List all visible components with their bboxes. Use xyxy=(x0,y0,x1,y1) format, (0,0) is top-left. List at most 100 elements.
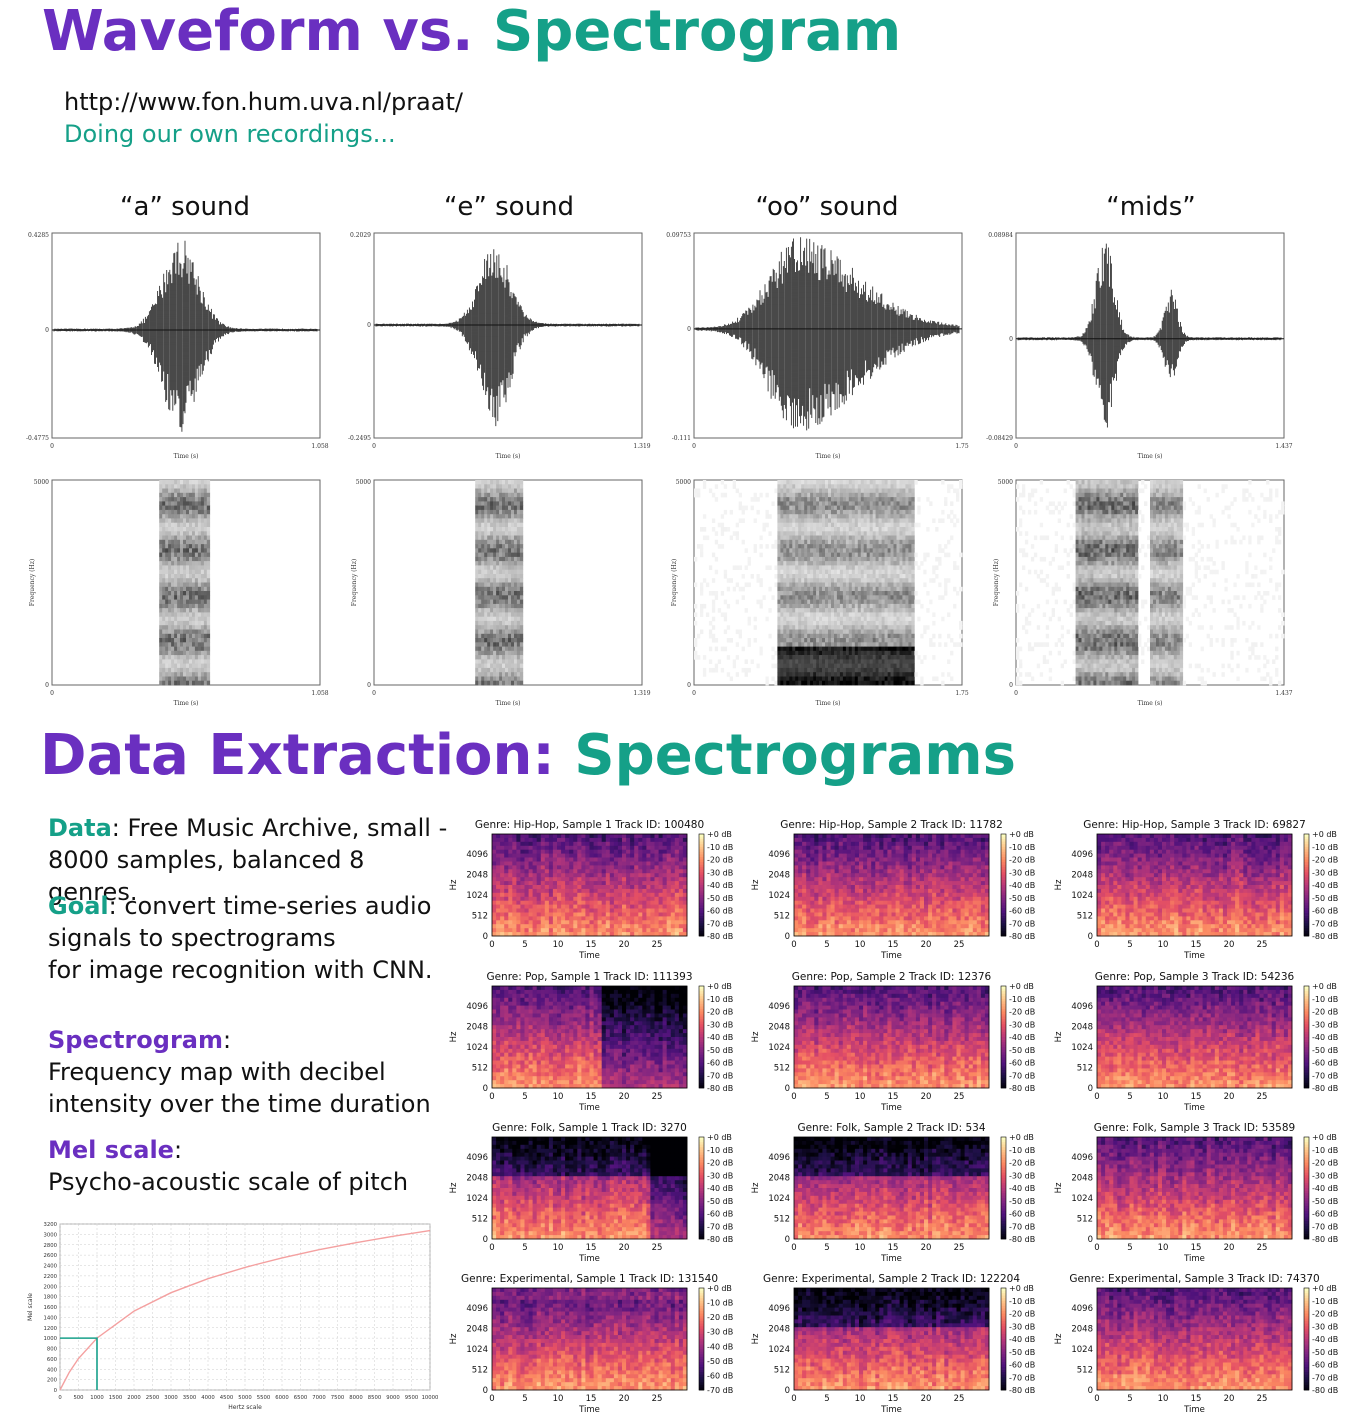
praat-spectrogram-cell xyxy=(756,509,760,515)
praat-spectrogram-cell xyxy=(481,616,485,622)
praat-spectrogram-cell xyxy=(200,569,205,575)
praat-spectrogram-cell xyxy=(851,484,856,489)
praat-spectrogram-cell xyxy=(795,608,799,613)
praat-spectrogram-cell xyxy=(860,544,865,549)
praat-spectrogram-cell xyxy=(777,676,781,682)
praat-spectrogram-cell xyxy=(807,488,811,494)
praat-spectrogram-cell xyxy=(1099,646,1103,652)
praat-spectrogram-cell xyxy=(857,586,862,592)
praat-spectrogram-cell xyxy=(807,591,811,596)
praat-spectrogram-cell xyxy=(702,603,707,609)
praat-spectrogram-cell xyxy=(762,595,766,600)
praat-spectrogram-cell xyxy=(168,599,172,605)
praat-spectrogram-cell xyxy=(177,548,181,553)
praat-spectrogram-cell xyxy=(197,484,202,489)
praat-spectrogram-cell xyxy=(839,591,844,596)
praat-spectrogram-cell xyxy=(1084,561,1088,566)
praat-spectrogram-cell xyxy=(881,616,885,622)
praat-spectrogram-cell xyxy=(899,561,903,566)
praat-spectrogram-cell xyxy=(795,646,799,652)
praat-spectrogram-cell xyxy=(836,599,841,605)
praat-spectrogram-cell xyxy=(180,522,184,528)
praat-spectrogram-cell xyxy=(174,659,178,664)
praat-spectrogram-cell xyxy=(1057,565,1061,570)
praat-spectrogram-cell xyxy=(899,544,903,549)
praat-spectrogram-cell xyxy=(819,497,823,502)
praat-spectrogram-cell xyxy=(1042,659,1047,664)
praat-spectrogram-cell xyxy=(780,535,784,541)
praat-spectrogram-cell xyxy=(505,548,509,553)
praat-spectrogram-cell xyxy=(893,591,897,596)
praat-spectrogram-cell xyxy=(206,539,211,545)
praat-link[interactable]: http://www.fon.hum.uva.nl/praat/ xyxy=(64,88,463,116)
praat-spectrogram-cell xyxy=(836,672,841,677)
praat-spectrogram-cell xyxy=(177,497,181,502)
praat-spectrogram-cell xyxy=(180,591,184,596)
praat-spectrogram-cell xyxy=(851,565,856,570)
praat-spectrogram-cell xyxy=(911,638,915,643)
praat-spectrogram-cell xyxy=(180,582,184,588)
praat-spectrogram-cell xyxy=(1081,509,1085,515)
praat-spectrogram-cell xyxy=(836,574,841,579)
praat-spectrogram-cell xyxy=(875,501,879,506)
praat-spectrogram-cell xyxy=(203,667,208,673)
praat-spectrogram-cell xyxy=(845,595,850,600)
praat-spectrogram-cell xyxy=(831,492,835,498)
praat-spectrogram-cell xyxy=(1078,616,1082,622)
praat-freq-max-label: 5000 xyxy=(676,479,691,486)
praat-spectrogram-cell xyxy=(508,672,512,677)
praat-spectrogram-cell xyxy=(1111,633,1115,639)
praat-spectrogram-cell xyxy=(896,522,900,528)
praat-spectrogram-cell xyxy=(860,625,865,630)
praat-spectrogram-cell xyxy=(896,514,900,519)
praat-spectrogram-cell xyxy=(168,565,172,570)
praat-spectrogram-cell xyxy=(516,509,521,515)
praat-spectrogram-cell xyxy=(197,582,202,588)
praat-spectrogram-cell xyxy=(801,655,805,660)
waveform-ymax-label: 0.2029 xyxy=(350,232,371,239)
praat-spectrogram-cell xyxy=(478,484,482,489)
praat-spectrogram-cell xyxy=(857,578,862,583)
praat-spectrogram-cell xyxy=(902,492,906,498)
praat-spectrogram-cell xyxy=(881,505,885,511)
praat-spectrogram-cell xyxy=(789,586,793,592)
praat-spectrogram-cell xyxy=(839,574,844,579)
praat-spectrogram-cell xyxy=(180,603,184,609)
praat-spectrogram-cell xyxy=(789,672,793,677)
praat-spectrogram-cell xyxy=(887,582,891,588)
praat-spectrogram-cell xyxy=(759,492,763,498)
praat-spectrogram-cell xyxy=(1087,629,1091,635)
praat-spectrogram-cell xyxy=(839,582,844,588)
praat-spectrogram-cell xyxy=(887,625,891,630)
praat-spectrogram-cell xyxy=(896,629,900,635)
praat-spectrogram-cell xyxy=(747,556,751,562)
praat-spectrogram-cell xyxy=(813,659,817,664)
praat-spectrogram-cell xyxy=(792,522,796,528)
praat-spectrogram-cell xyxy=(944,497,948,502)
praat-spectrogram-cell xyxy=(1063,548,1067,553)
praat-spectrogram-cell xyxy=(905,599,909,605)
praat-spectrogram-cell xyxy=(475,548,479,553)
praat-spectrogram-cell xyxy=(953,488,957,494)
praat-spectrogram-cell xyxy=(162,548,166,553)
praat-spectrogram-cell xyxy=(887,569,891,575)
praat-spectrogram-cell xyxy=(1105,569,1109,575)
praat-spectrogram-cell xyxy=(192,612,196,617)
praat-spectrogram-cell xyxy=(825,492,829,498)
praat-spectrogram-cell xyxy=(1090,620,1094,626)
praat-spectrogram-cell xyxy=(863,582,867,588)
praat-spectrogram-cell xyxy=(183,531,187,536)
praat-spectrogram-cell xyxy=(836,663,841,669)
praat-spectrogram-cell xyxy=(878,539,882,545)
praat-spectrogram-cell xyxy=(842,672,847,677)
praat-spectrogram-cell xyxy=(490,497,494,502)
praat-spectrogram-cell xyxy=(478,659,482,664)
praat-spectrogram-cell xyxy=(807,659,811,664)
praat-spectrogram-cell xyxy=(499,574,503,579)
praat-spectrogram-cell xyxy=(487,488,491,494)
praat-spectrogram-cell xyxy=(893,582,897,588)
praat-time-max-label: 1.75 xyxy=(955,690,969,697)
praat-spectrogram-cell xyxy=(866,578,870,583)
